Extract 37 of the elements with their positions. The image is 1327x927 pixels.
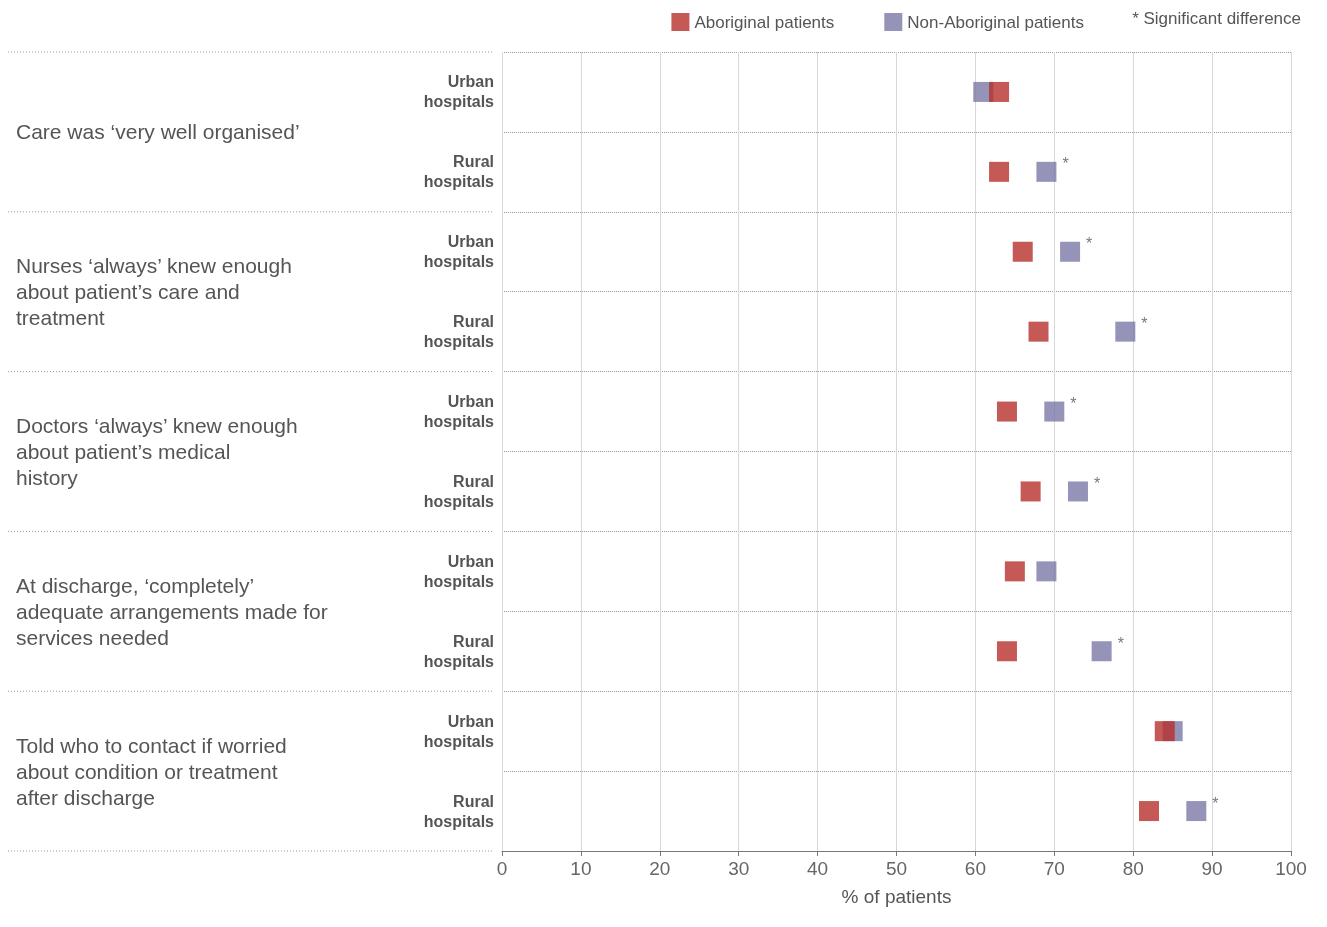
text: * Significant difference [1132,9,1302,28]
text: Nurses ‘always’ knew enough about patient’s care and treatment [16,254,292,330]
data-label: * [1212,794,1219,812]
data-label: * [1086,235,1093,253]
x-tick-label: 30 [728,858,750,879]
x-tick-label: 20 [649,858,671,879]
y-tick-label: Rural hospitals [423,792,495,830]
x-tick-label: 60 [964,858,986,879]
x-tick-label: 80 [1122,858,1144,879]
x-tick-label: 40 [807,858,829,879]
y-tick-label: Rural hospitals [423,313,495,351]
y-tick-label: Urban hospitals [423,73,495,111]
y-tick-label: Urban hospitals [423,712,495,750]
y-tick-label: Urban hospitals [423,393,495,431]
text: At discharge, ‘completely’ adequate arrangements made for services needed [16,573,328,649]
legend-label: Non-Aboriginal patients [907,12,1084,32]
legend-label: Aboriginal patients [694,12,835,32]
data-label: * [1093,474,1101,492]
text: Doctors ‘always’ knew enough about patient’s medical history [16,414,298,489]
x-tick-label: 90 [1201,858,1223,879]
x-tick-label: 70 [1043,858,1065,879]
text: Told who to contact if worried about condition or treatment after discharge [16,733,287,809]
data-label: * [1062,155,1069,173]
y-tick-label: Rural hospitals [423,632,495,670]
data-label: * [1070,395,1077,413]
x-tick-label: 0 [496,858,508,879]
x-tick-label: 50 [885,858,908,879]
data-label: * [1141,315,1148,333]
y-tick-label: Rural hospitals [423,472,495,510]
y-tick-label: Rural hospitals [423,153,495,191]
x-axis-title: % of patients [841,886,952,907]
x-tick-label: 100 [1275,858,1307,879]
y-tick-label: Urban hospitals [423,552,495,590]
text: Care was ‘very well organised’ [16,120,300,144]
x-tick-label: 10 [570,858,592,879]
y-tick-label: Urban hospitals [423,233,495,271]
data-label: * [1117,634,1124,652]
